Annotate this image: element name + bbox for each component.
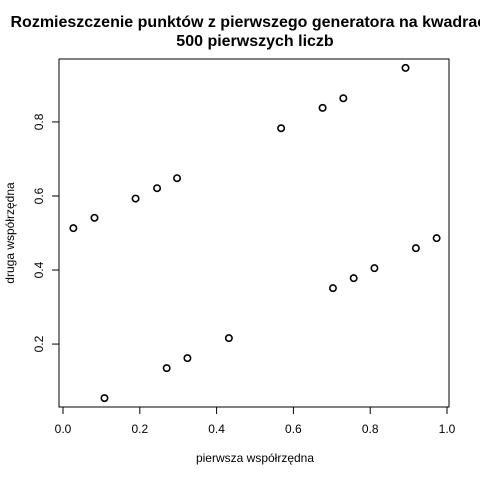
data-point [90,213,99,222]
y-tick-label: 0.4 [32,261,46,278]
y-tick-label: 0.6 [32,187,46,204]
x-tick-label: 0.2 [131,422,148,436]
data-point [162,364,171,373]
data-point [69,224,78,233]
data-point [349,274,358,283]
chart-title-line-2: 500 pierwszych liczb [176,33,334,50]
y-axis: 0.2 0.4 0.6 0.8 [32,113,60,352]
x-axis-label: pierwsza współrzędna [196,451,314,465]
x-tick-label: 0.6 [285,422,302,436]
x-tick-label: 1.0 [439,422,456,436]
x-axis: 0.0 0.2 0.4 0.6 0.8 1.0 [55,406,456,436]
data-point [131,194,140,203]
data-point [401,63,410,72]
data-point [153,184,162,193]
data-point [100,394,109,403]
data-point [224,334,233,343]
x-tick-label: 0.4 [208,422,225,436]
chart-title-line-1: Rozmieszczenie punktów z pierwszego gene… [10,14,480,31]
x-tick-label: 0.0 [55,422,72,436]
data-point [277,124,286,133]
x-tick-label: 0.8 [362,422,379,436]
y-tick-label: 0.8 [32,113,46,130]
plot-frame [58,58,450,408]
data-point [328,284,337,293]
data-point [339,94,348,103]
data-point [173,174,182,183]
data-point [183,354,192,363]
data-points [69,63,441,403]
data-point [411,244,420,253]
y-axis-label: druga współrzędna [3,182,17,284]
data-point [318,103,327,112]
y-tick-label: 0.2 [32,335,46,352]
data-point [432,234,441,243]
data-point [370,264,379,273]
